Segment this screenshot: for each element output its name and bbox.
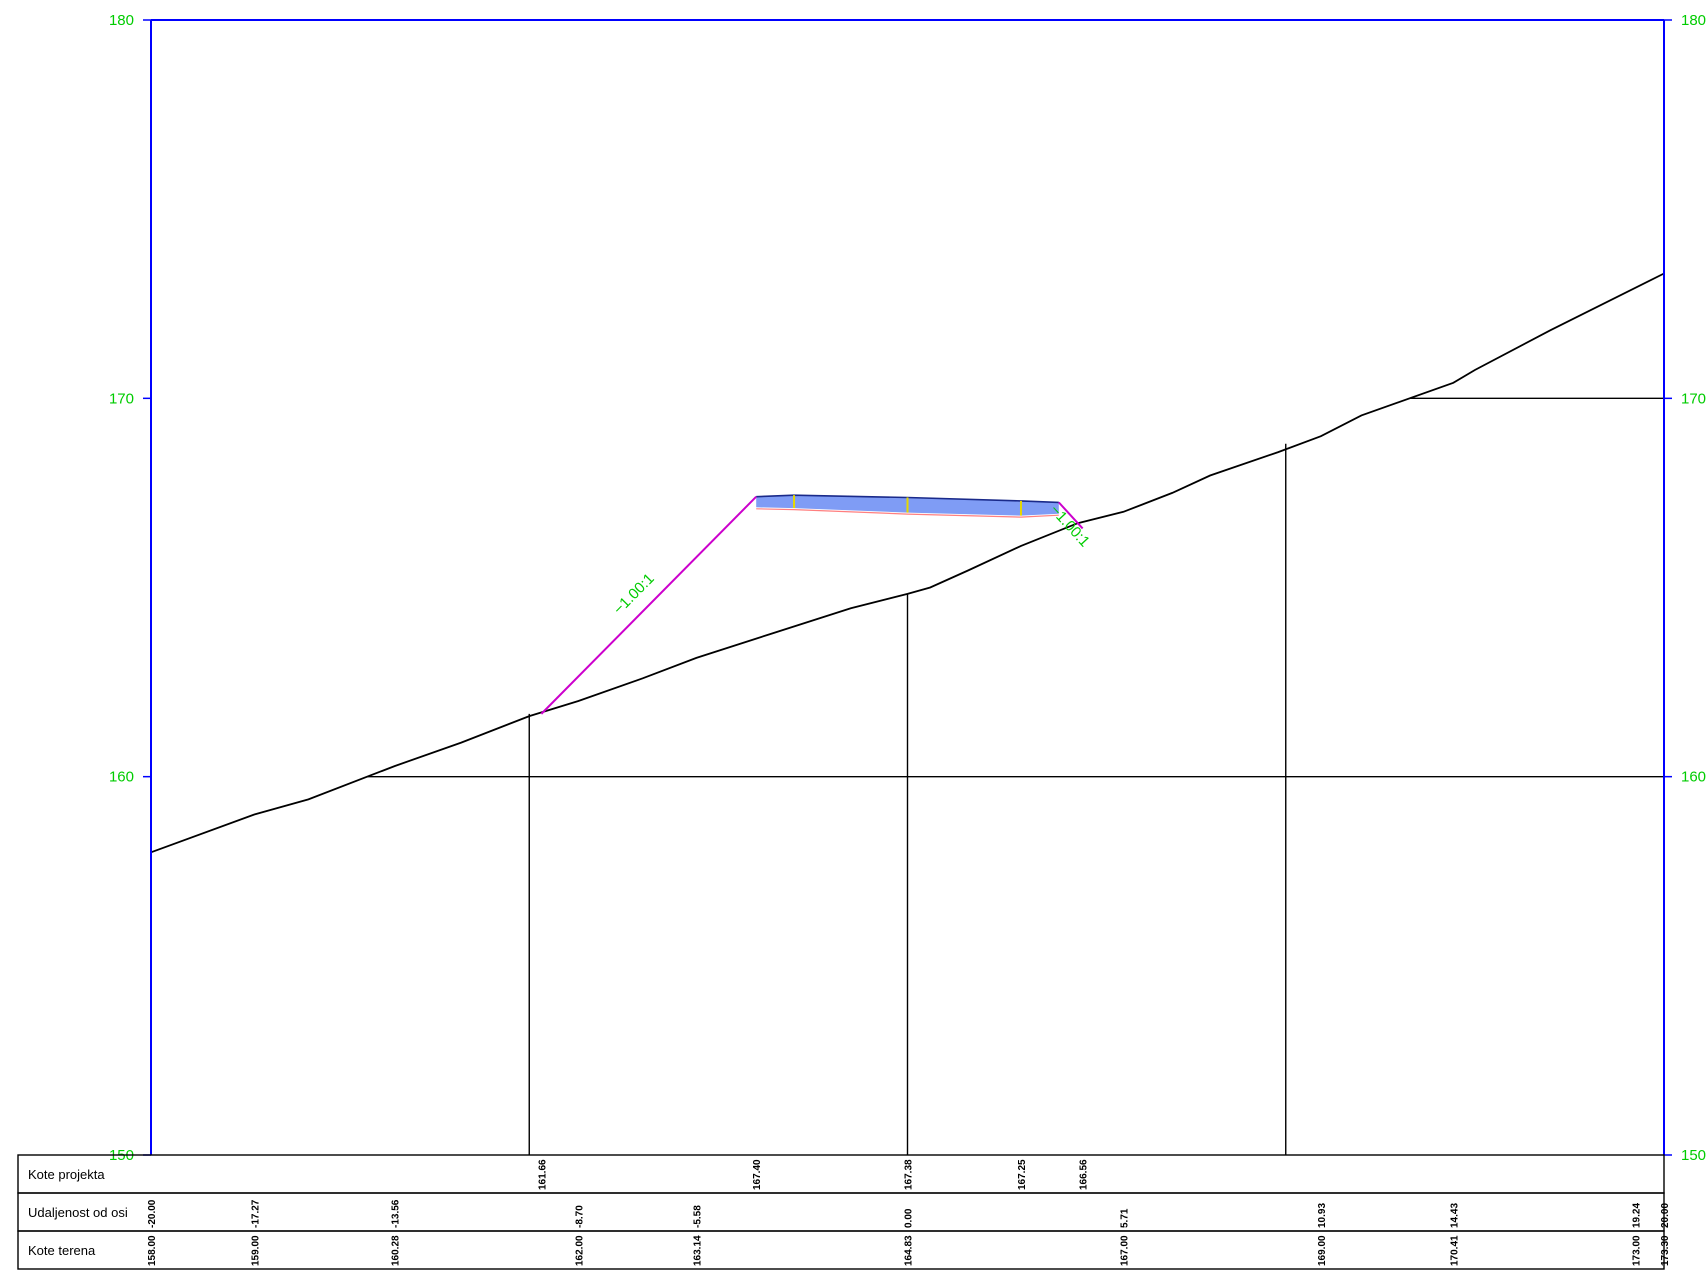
table-cell-2-1: 159.00 bbox=[250, 1235, 261, 1266]
table-cell-2-0: 158.00 bbox=[147, 1235, 158, 1266]
table-row-label-2: Kote terena bbox=[28, 1243, 96, 1258]
terrain-layer bbox=[150, 272, 1665, 854]
table-cell-1-6: 5.71 bbox=[1120, 1208, 1131, 1228]
table-cell-2-6: 167.00 bbox=[1120, 1235, 1131, 1266]
slope-line-1 bbox=[1058, 501, 1084, 530]
table-cell-1-9: 19.24 bbox=[1631, 1203, 1642, 1228]
table-cell-1-3: -8.70 bbox=[574, 1205, 585, 1228]
y-label-left-180: 180 bbox=[109, 12, 134, 29]
terrain-line bbox=[150, 272, 1665, 854]
y-label-left-170: 170 bbox=[109, 390, 134, 407]
table-cell-2-8: 170.41 bbox=[1449, 1235, 1460, 1266]
table-cell-2-4: 163.14 bbox=[692, 1235, 703, 1266]
table-cell-1-4: -5.58 bbox=[692, 1205, 703, 1228]
table-cell-0-3: 167.25 bbox=[1017, 1159, 1028, 1190]
table-cell-2-3: 162.00 bbox=[574, 1235, 585, 1266]
subgrade-line bbox=[756, 508, 1059, 518]
slope-line-0 bbox=[540, 495, 757, 715]
data-table: Kote projekta Udaljenost od osi Kote teren… bbox=[17, 1154, 1671, 1270]
table-cell-1-0: -20.00 bbox=[147, 1199, 158, 1228]
table-cell-1-8: 14.43 bbox=[1449, 1203, 1460, 1228]
y-label-right-160: 160 bbox=[1681, 769, 1706, 786]
table-row-label-0: Kote projekta bbox=[28, 1167, 105, 1182]
table-cell-1-1: -17.27 bbox=[250, 1199, 261, 1228]
table-cell-1-7: 10.93 bbox=[1317, 1203, 1328, 1228]
y-label-right-180: 180 bbox=[1681, 12, 1706, 29]
table-cell-2-5: 164.83 bbox=[904, 1235, 915, 1266]
grid-layer bbox=[367, 397, 1664, 1155]
table-cell-0-0: 161.66 bbox=[537, 1159, 548, 1190]
y-label-left-160: 160 bbox=[109, 769, 134, 786]
table-cell-0-1: 167.40 bbox=[752, 1159, 763, 1190]
table-cell-0-2: 167.38 bbox=[904, 1159, 915, 1190]
table-cell-2-2: 160.28 bbox=[391, 1235, 402, 1266]
y-label-right-170: 170 bbox=[1681, 390, 1706, 407]
table-cell-2-10: 173.30 bbox=[1660, 1235, 1671, 1266]
table-cell-2-7: 169.00 bbox=[1317, 1235, 1328, 1266]
table-row-label-1: Udaljenost od osi bbox=[28, 1205, 128, 1220]
table-cell-1-2: -13.56 bbox=[391, 1199, 402, 1228]
table-cell-1-5: 0.00 bbox=[904, 1208, 915, 1228]
table-row-2 bbox=[17, 1230, 1665, 1270]
table-cell-1-10: 20.00 bbox=[1660, 1203, 1671, 1228]
road-layer bbox=[756, 494, 1059, 518]
frame-layer bbox=[150, 19, 1665, 1155]
y-label-right-150: 150 bbox=[1681, 1147, 1706, 1164]
table-cell-2-9: 173.00 bbox=[1631, 1235, 1642, 1266]
table-cell-0-4: 166.56 bbox=[1079, 1159, 1090, 1190]
